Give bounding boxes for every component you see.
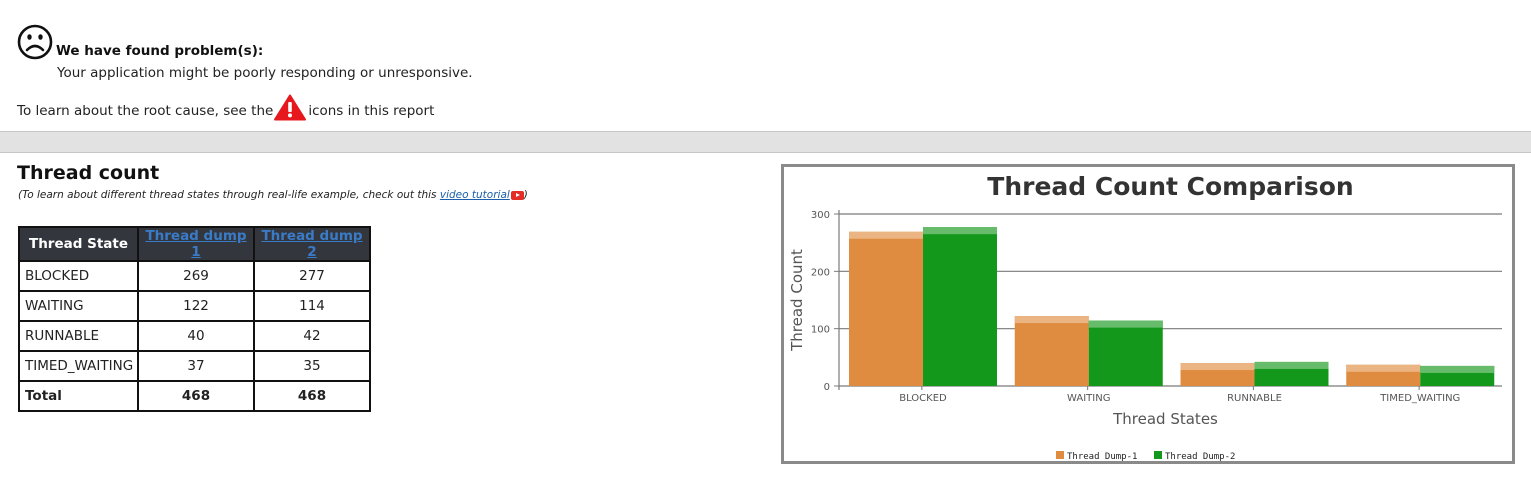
dump2-cell: 42 <box>253 320 371 352</box>
x-tick-label: RUNNABLE <box>1227 393 1282 404</box>
bar-1 <box>1014 316 1089 386</box>
dump1-cell: 37 <box>137 350 255 382</box>
warning-icon <box>274 94 307 121</box>
tutorial-note-suffix: ) <box>523 189 528 201</box>
legend-label-2: Thread Dump-2 <box>1165 452 1235 461</box>
bar-highlight <box>1420 365 1495 373</box>
thread-count-table: Thread State Thread dump 1 Thread dump 2… <box>18 226 371 412</box>
bar-highlight <box>1088 320 1163 328</box>
x-tick-label: TIMED_WAITING <box>1379 393 1460 404</box>
legend-swatch-2 <box>1154 451 1162 459</box>
y-tick-label: 300 <box>811 210 830 221</box>
table-row: BLOCKED 269 277 <box>18 260 371 292</box>
total-label-cell: Total <box>18 380 139 412</box>
total-dump2-cell: 468 <box>253 380 371 412</box>
chart-canvas: Thread Count Comparison 0 100 200 300 Thread … <box>788 172 1502 461</box>
y-tick-label: 200 <box>811 267 830 278</box>
header-thread-state: Thread State <box>18 226 139 262</box>
y-tick-label: 0 <box>824 382 830 393</box>
table-row: TIMED_WAITING 37 35 <box>18 350 371 382</box>
thread-count-chart: Thread Count Comparison 0 100 200 300 Thread … <box>781 164 1515 464</box>
y-tick-label: 100 <box>811 325 830 336</box>
header-thread-dump-1: Thread dump 1 <box>137 226 255 262</box>
x-tick-label: WAITING <box>1067 393 1110 404</box>
bar-2 <box>923 227 997 386</box>
problem-subtitle: Your application might be poorly respond… <box>57 65 473 81</box>
y-axis-title: Thread Count <box>788 249 806 352</box>
dump1-cell: 269 <box>137 260 255 292</box>
bar-highlight <box>1346 364 1421 372</box>
dump2-cell: 114 <box>253 290 371 322</box>
x-axis-title: Thread States <box>1112 410 1218 428</box>
youtube-icon[interactable] <box>510 190 524 200</box>
legend-label-1: Thread Dump-1 <box>1067 452 1137 461</box>
table-header-row: Thread State Thread dump 1 Thread dump 2 <box>18 226 371 262</box>
problem-title: We have found problem(s): <box>56 43 264 59</box>
root-cause-suffix: icons in this report <box>308 103 435 119</box>
bar-highlight <box>1014 316 1089 324</box>
legend-swatch-1 <box>1056 451 1064 459</box>
table-row: WAITING 122 114 <box>18 290 371 322</box>
table-row: RUNNABLE 40 42 <box>18 320 371 352</box>
tutorial-note: (To learn about different thread states … <box>18 189 528 201</box>
thread-dump-1-link[interactable]: Thread dump 1 <box>145 228 247 260</box>
section-title: Thread count <box>17 162 160 184</box>
chart-title: Thread Count Comparison <box>987 172 1353 201</box>
video-tutorial-link[interactable]: video tutorial <box>439 189 510 201</box>
state-cell: BLOCKED <box>18 260 139 292</box>
bar-highlight <box>849 231 923 239</box>
state-cell: TIMED_WAITING <box>18 350 139 382</box>
tutorial-note-prefix: (To learn about different thread states … <box>18 189 437 201</box>
state-cell: WAITING <box>18 290 139 322</box>
bar-highlight <box>1180 363 1255 371</box>
sad-face-icon <box>17 24 53 60</box>
table-total-row: Total 468 468 <box>18 380 371 412</box>
dump1-cell: 40 <box>137 320 255 352</box>
total-dump1-cell: 468 <box>137 380 255 412</box>
state-cell: RUNNABLE <box>18 320 139 352</box>
root-cause-hint: To learn about the root cause, see the i… <box>17 94 435 121</box>
thread-dump-2-link[interactable]: Thread dump 2 <box>261 228 363 260</box>
header-thread-dump-2: Thread dump 2 <box>253 226 371 262</box>
bar-highlight <box>923 227 997 235</box>
x-tick-label: BLOCKED <box>899 393 947 404</box>
bar-2 <box>1088 320 1163 386</box>
dump1-cell: 122 <box>137 290 255 322</box>
section-divider <box>0 131 1531 153</box>
problem-alert: We have found problem(s): <box>17 24 263 60</box>
dump2-cell: 35 <box>253 350 371 382</box>
dump2-cell: 277 <box>253 260 371 292</box>
bar-highlight <box>1254 361 1329 369</box>
bar-1 <box>849 231 923 386</box>
root-cause-prefix: To learn about the root cause, see the <box>17 103 274 119</box>
